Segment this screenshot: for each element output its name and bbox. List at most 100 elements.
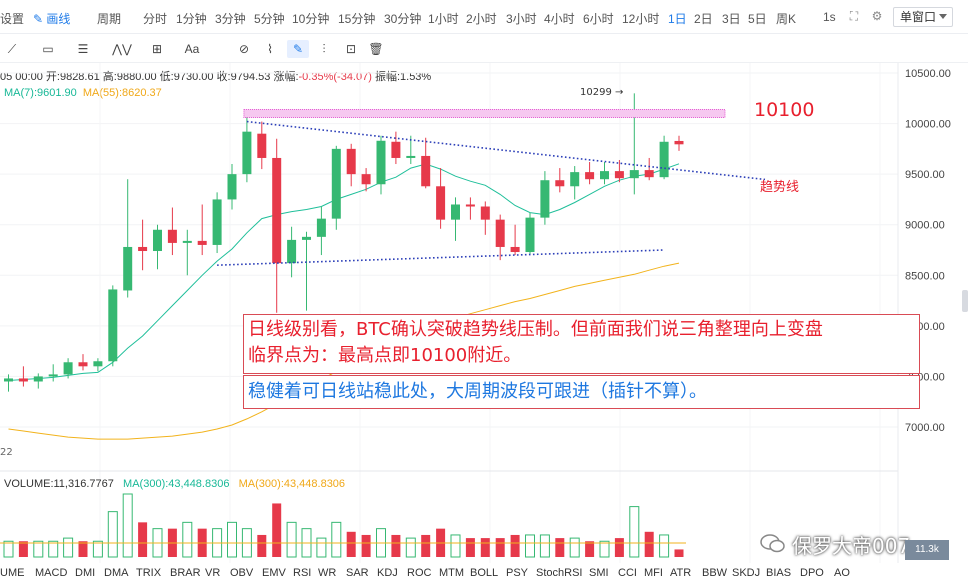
indicator-boll[interactable]: BOLL <box>470 567 499 579</box>
period-tab-7[interactable]: 1小时 <box>428 12 459 26</box>
indicator-skdj[interactable]: SKDJ <box>732 567 761 579</box>
indicator-trix[interactable]: TRIX <box>136 567 162 579</box>
volume-bar-36 <box>539 534 550 558</box>
indicator-bbw[interactable]: BBW <box>702 567 728 579</box>
candle-18 <box>272 138 282 313</box>
indicator-macd[interactable]: MACD <box>35 567 68 579</box>
period-tab-15[interactable]: 3日 <box>722 12 741 26</box>
candle-32 <box>480 201 490 235</box>
period-tab-3[interactable]: 5分钟 <box>254 12 285 26</box>
indicator-dpo[interactable]: DPO <box>800 567 824 579</box>
candle-body-23 <box>346 148 356 175</box>
indicator-stochrsi[interactable]: StochRSI <box>536 567 583 579</box>
indicator-ao[interactable]: AO <box>834 567 850 579</box>
candle-31 <box>465 197 475 220</box>
settings-button[interactable]: 设置 <box>0 12 25 26</box>
indicator-roc[interactable]: ROC <box>407 567 432 579</box>
candle-11 <box>167 207 177 256</box>
ruler-icon[interactable]: ⌇ <box>267 42 273 56</box>
indicator-ume[interactable]: UME <box>0 567 25 579</box>
candle-body-15 <box>227 174 237 200</box>
wechat-logo-icon <box>760 532 786 554</box>
magnet-icon[interactable]: ⊘ <box>238 42 250 56</box>
indicator-smi[interactable]: SMI <box>589 567 609 579</box>
candle-6 <box>93 358 103 372</box>
candle-24 <box>361 168 371 192</box>
trendline-label: 趋势线 <box>760 180 800 195</box>
candle-42 <box>629 93 639 195</box>
candle-body-9 <box>138 246 148 252</box>
period-tab-16[interactable]: 5日 <box>748 12 767 26</box>
period-tab-13[interactable]: 1日 <box>668 12 687 26</box>
window-mode-select[interactable]: 单窗口 <box>893 7 953 27</box>
indicator-mfi[interactable]: MFI <box>644 567 663 579</box>
trash-icon[interactable]: 🗑 <box>368 42 384 56</box>
fullscreen-icon[interactable]: ⛶ <box>849 9 859 23</box>
crosshair-grid-icon[interactable]: ⊞ <box>151 42 163 56</box>
volume-bar-37 <box>555 538 565 557</box>
candlestick-chart[interactable]: 10500.0010000.009500.009000.008500.00800… <box>0 63 968 563</box>
indicator-wr[interactable]: WR <box>318 567 337 579</box>
candle-body-20 <box>302 236 311 240</box>
trend-tool-icon[interactable]: ⟋ <box>7 42 17 56</box>
indicator-bias[interactable]: BIAS <box>766 567 792 579</box>
period-tab-12[interactable]: 12小时 <box>622 12 660 26</box>
indicator-atr[interactable]: ATR <box>670 567 692 579</box>
indicator-psy[interactable]: PSY <box>506 567 529 579</box>
candle-1 <box>18 366 28 387</box>
period-tab-6[interactable]: 30分钟 <box>384 12 422 26</box>
open-value: 9828.61 <box>59 71 100 83</box>
period-tab-17[interactable]: 周K <box>776 12 797 26</box>
period-tab-5[interactable]: 15分钟 <box>338 12 376 26</box>
indicator-kdj[interactable]: KDJ <box>377 567 398 579</box>
candle-36 <box>540 171 550 225</box>
indicator-dma[interactable]: DMA <box>104 567 129 579</box>
text-tool-button[interactable]: Aa <box>184 42 200 56</box>
indicator-vr[interactable]: VR <box>205 567 221 579</box>
pencil-icon: ✎ <box>33 12 44 26</box>
indicator-rsi[interactable]: RSI <box>293 567 312 579</box>
period-tab-14[interactable]: 2日 <box>694 12 713 26</box>
measure-icon[interactable]: ⫶ <box>322 42 326 56</box>
period-tab-2[interactable]: 3分钟 <box>215 12 246 26</box>
rectangle-icon[interactable]: ▭ <box>42 42 54 56</box>
period-tab-0[interactable]: 分时 <box>143 12 168 26</box>
indicator-dmi[interactable]: DMI <box>75 567 96 579</box>
annotation-line-2: 临界点为：最高点即10100附近。 <box>248 345 522 366</box>
volume-bar-15 <box>227 521 237 558</box>
pane-resize-handle[interactable] <box>962 290 968 312</box>
candle-4 <box>63 358 73 379</box>
annotation-line-1: 日线级别看，BTC确认突破趋势线压制。但前面我们说三角整理向上变盘 <box>248 319 823 340</box>
indicator-sar[interactable]: SAR <box>346 567 369 579</box>
candle-5 <box>78 354 88 371</box>
period-tab-8[interactable]: 2小时 <box>466 12 497 26</box>
candle-body-30 <box>451 204 460 220</box>
indicator-mtm[interactable]: MTM <box>439 567 465 579</box>
pencil-tool-icon[interactable]: ✎ <box>287 40 309 58</box>
period-tab-9[interactable]: 3小时 <box>506 12 537 26</box>
volume-bar-42 <box>629 506 640 558</box>
annotation-box-analysis: 日线级别看，BTC确认突破趋势线压制。但前面我们说三角整理向上变盘 临界点为：最… <box>243 314 920 374</box>
indicator-emv[interactable]: EMV <box>262 567 286 579</box>
seconds-toggle[interactable]: 1s <box>823 10 836 24</box>
wave-icon[interactable]: ⋀⋁ <box>112 42 132 56</box>
settings-gear-icon[interactable]: ⚙ <box>871 9 883 23</box>
draw-button[interactable]: ✎ 画线 <box>33 10 70 27</box>
candle-body-17 <box>257 133 267 158</box>
candle-0 <box>4 374 13 392</box>
lock-icon[interactable]: ⊡ <box>345 42 357 56</box>
candle-body-27 <box>406 155 416 158</box>
candle-2 <box>33 373 43 389</box>
candle-body-32 <box>480 206 490 220</box>
volume-bar-35 <box>525 534 535 558</box>
indicator-cci[interactable]: CCI <box>618 567 637 579</box>
indicator-brar[interactable]: BRAR <box>170 567 201 579</box>
resistance-band <box>243 108 726 118</box>
period-tab-4[interactable]: 10分钟 <box>292 12 330 26</box>
low-label: 低: <box>159 71 174 83</box>
period-tab-11[interactable]: 6小时 <box>583 12 614 26</box>
indicator-obv[interactable]: OBV <box>230 567 254 579</box>
lines-icon[interactable]: ☰ <box>77 42 89 56</box>
period-tab-10[interactable]: 4小时 <box>544 12 575 26</box>
period-tab-1[interactable]: 1分钟 <box>176 12 207 26</box>
